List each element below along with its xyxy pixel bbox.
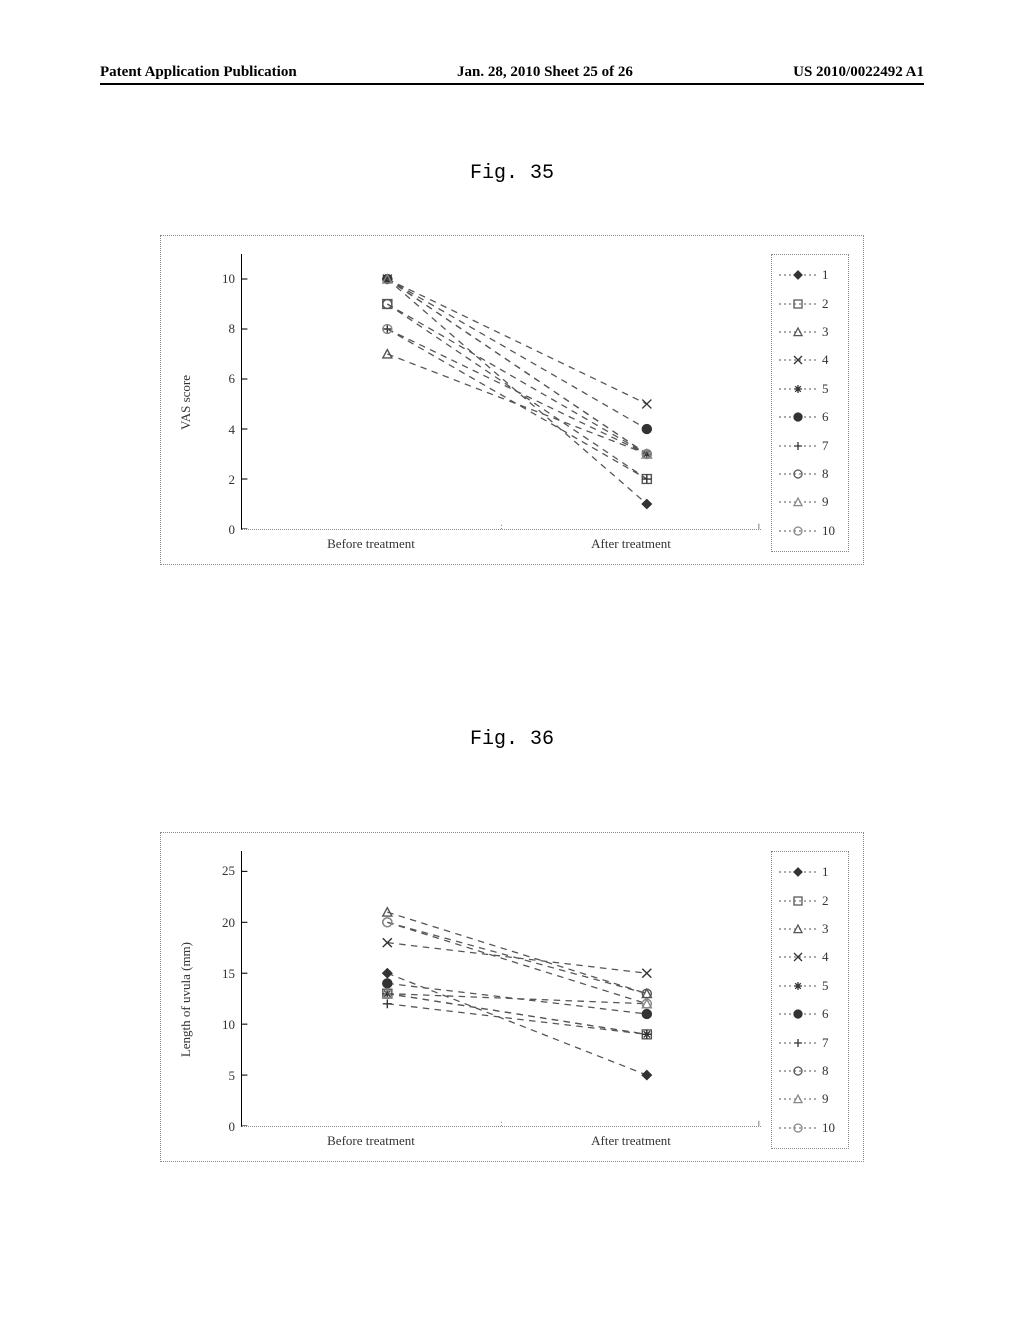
chart-36-legend: 1 2 3 4 5 6 7 8 9 10 <box>771 851 849 1149</box>
chart-35-ylabel: VAS score <box>178 375 194 430</box>
legend-item: 3 <box>778 920 842 938</box>
legend-item: 6 <box>778 1005 842 1023</box>
legend-item: 7 <box>778 437 842 455</box>
chart-36-ylabel-wrap: Length of uvula (mm) <box>175 851 197 1149</box>
chart-35-legend: 1 2 3 4 5 6 7 8 9 10 <box>771 254 849 552</box>
chart-35-plot <box>241 254 761 530</box>
legend-item: 1 <box>778 266 842 284</box>
chart-36-yticks: 0510152025 <box>207 851 241 1127</box>
legend-item: 5 <box>778 977 842 995</box>
legend-item: 7 <box>778 1034 842 1052</box>
chart-35-ylabel-wrap: VAS score <box>175 254 197 552</box>
legend-item: 1 <box>778 863 842 881</box>
header-left: Patent Application Publication <box>100 64 297 81</box>
legend-item: 4 <box>778 948 842 966</box>
chart-35: VAS score 0246810 Before treatmentAfter … <box>160 235 864 565</box>
page-header: Patent Application Publication Jan. 28, … <box>100 64 924 85</box>
figure-35-label: Fig. 35 <box>0 162 1024 185</box>
legend-item: 8 <box>778 1062 842 1080</box>
chart-35-yticks: 0246810 <box>207 254 241 530</box>
chart-36-plot <box>241 851 761 1127</box>
legend-item: 2 <box>778 892 842 910</box>
header-mid: Jan. 28, 2010 Sheet 25 of 26 <box>457 64 633 81</box>
chart-35-xlabels: Before treatmentAfter treatment <box>241 530 761 552</box>
legend-item: 9 <box>778 493 842 511</box>
legend-item: 8 <box>778 465 842 483</box>
legend-item: 3 <box>778 323 842 341</box>
chart-36: Length of uvula (mm) 0510152025 Before t… <box>160 832 864 1162</box>
figure-36-label: Fig. 36 <box>0 728 1024 751</box>
legend-item: 10 <box>778 1119 842 1137</box>
chart-36-xlabels: Before treatmentAfter treatment <box>241 1127 761 1149</box>
legend-item: 9 <box>778 1090 842 1108</box>
legend-item: 10 <box>778 522 842 540</box>
legend-item: 2 <box>778 295 842 313</box>
legend-item: 4 <box>778 351 842 369</box>
legend-item: 5 <box>778 380 842 398</box>
chart-36-ylabel: Length of uvula (mm) <box>178 942 194 1057</box>
header-right: US 2010/0022492 A1 <box>793 64 924 81</box>
legend-item: 6 <box>778 408 842 426</box>
